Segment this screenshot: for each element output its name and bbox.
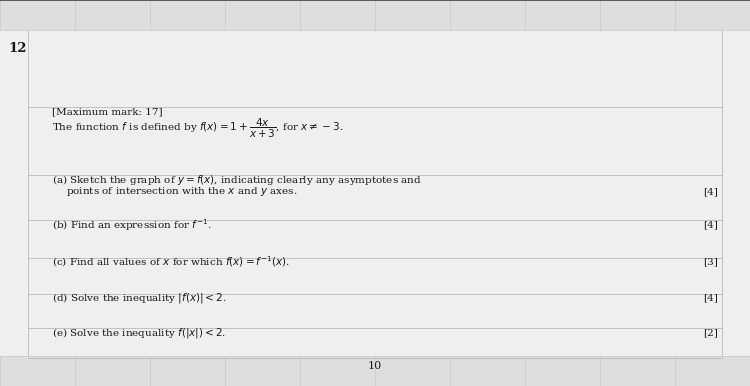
Text: [4]: [4] bbox=[704, 293, 718, 303]
Text: [2]: [2] bbox=[704, 328, 718, 337]
Text: (e) Solve the inequality $f(|x|) < 2$.: (e) Solve the inequality $f(|x|) < 2$. bbox=[52, 326, 226, 340]
Text: [4]: [4] bbox=[704, 220, 718, 230]
Text: 10: 10 bbox=[368, 361, 382, 371]
Text: The function $f$ is defined by $f(x) = 1 + \dfrac{4x}{x+3}$, for $x \neq -3$.: The function $f$ is defined by $f(x) = 1… bbox=[52, 116, 344, 140]
Bar bbox=[0, 0, 750, 30]
Text: [3]: [3] bbox=[704, 257, 718, 266]
Text: points of intersection with the $x$ and $y$ axes.: points of intersection with the $x$ and … bbox=[66, 186, 298, 198]
Text: [4]: [4] bbox=[704, 188, 718, 196]
Text: 12: 12 bbox=[8, 42, 26, 54]
Text: (a) Sketch the graph of $y = f(x)$, indicating clearly any asymptotes and: (a) Sketch the graph of $y = f(x)$, indi… bbox=[52, 173, 422, 187]
Text: (b) Find an expression for $f^{-1}$.: (b) Find an expression for $f^{-1}$. bbox=[52, 217, 211, 233]
Text: (d) Solve the inequality $|f(x)| < 2$.: (d) Solve the inequality $|f(x)| < 2$. bbox=[52, 291, 226, 305]
Text: [Maximum mark: 17]: [Maximum mark: 17] bbox=[52, 107, 163, 117]
Bar bbox=[0, 356, 750, 386]
Text: (c) Find all values of $x$ for which $f(x) = f^{-1}(x)$.: (c) Find all values of $x$ for which $f(… bbox=[52, 255, 290, 269]
